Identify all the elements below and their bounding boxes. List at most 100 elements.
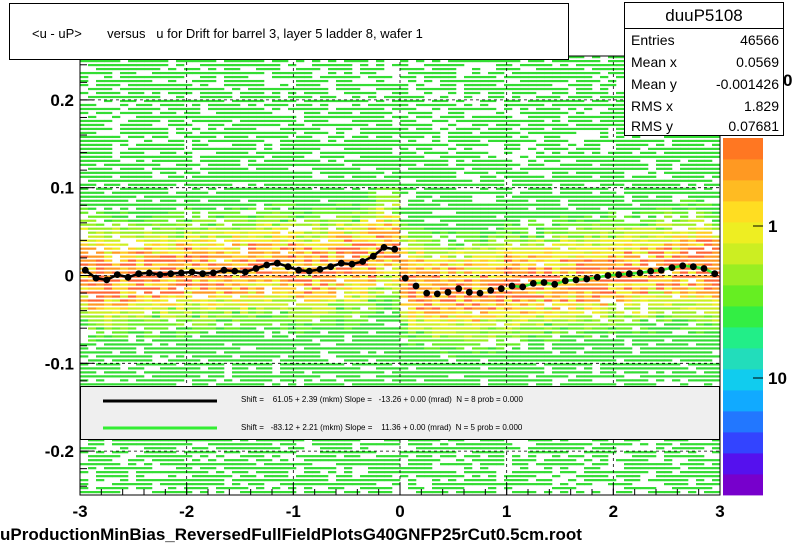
histogram-cell: [232, 179, 241, 182]
histogram-cell: [344, 215, 353, 218]
histogram-cell: [216, 331, 225, 334]
histogram-cell: [136, 375, 145, 378]
histogram-cell: [248, 295, 257, 298]
histogram-cell: [304, 279, 313, 282]
histogram-cell: [512, 91, 521, 95]
histogram-cell: [136, 471, 145, 474]
histogram-cell: [184, 339, 193, 342]
histogram-cell: [248, 363, 257, 366]
histogram-cell: [416, 83, 425, 87]
histogram-cell: [168, 67, 177, 71]
histogram-cell: [88, 447, 97, 450]
histogram-cell: [368, 115, 377, 119]
histogram-cell: [392, 211, 401, 214]
histogram-cell: [336, 299, 345, 302]
histogram-cell: [464, 191, 473, 194]
histogram-cell: [208, 259, 217, 262]
histogram-cell: [288, 463, 297, 466]
histogram-cell: [168, 455, 177, 458]
histogram-cell: [256, 119, 265, 123]
histogram-cell: [176, 99, 185, 103]
histogram-cell: [208, 219, 217, 222]
histogram-cell: [304, 351, 313, 354]
histogram-cell: [152, 183, 161, 186]
histogram-cell: [272, 351, 281, 354]
histogram-cell: [232, 319, 241, 322]
histogram-cell: [344, 199, 353, 202]
histogram-cell: [112, 59, 121, 63]
histogram-cell: [424, 131, 433, 135]
histogram-cell: [488, 191, 497, 194]
histogram-cell: [320, 143, 329, 146]
histogram-cell: [264, 151, 273, 154]
histogram-cell: [232, 451, 241, 454]
histogram-cell: [440, 475, 449, 478]
histogram-cell: [184, 367, 193, 370]
histogram-cell: [192, 215, 201, 218]
histogram-cell: [328, 187, 337, 190]
histogram-cell: [256, 139, 265, 143]
histogram-cell: [360, 327, 369, 330]
histogram-cell: [368, 383, 377, 386]
histogram-cell: [248, 467, 257, 470]
histogram-cell: [464, 319, 473, 322]
histogram-cell: [168, 235, 177, 238]
histogram-cell: [368, 91, 377, 95]
histogram-cell: [416, 283, 425, 286]
histogram-cell: [296, 139, 305, 143]
histogram-cell: [144, 303, 153, 306]
histogram-cell: [88, 115, 97, 119]
histogram-cell: [504, 487, 513, 490]
histogram-cell: [104, 79, 113, 83]
histogram-cell: [272, 119, 281, 123]
histogram-cell: [512, 355, 521, 358]
histogram-cell: [152, 459, 161, 462]
histogram-cell: [504, 315, 513, 318]
histogram-cell: [240, 83, 249, 87]
histogram-cell: [128, 127, 137, 131]
histogram-cell: [496, 67, 505, 71]
histogram-cell: [224, 119, 233, 123]
histogram-cell: [176, 443, 185, 446]
histogram-cell: [248, 111, 257, 115]
histogram-cell: [168, 171, 177, 174]
histogram-cell: [456, 367, 465, 370]
histogram-cell: [136, 355, 145, 358]
histogram-cell: [96, 203, 105, 206]
histogram-cell: [152, 67, 161, 71]
histogram-cell: [496, 291, 505, 294]
histogram-cell: [208, 235, 217, 238]
histogram-cell: [104, 75, 113, 79]
histogram-cell: [360, 159, 369, 162]
histogram-cell: [512, 327, 521, 330]
histogram-cell: [336, 287, 345, 290]
histogram-cell: [160, 171, 169, 174]
histogram-cell: [168, 83, 177, 87]
histogram-cell: [480, 315, 489, 318]
histogram-cell: [312, 219, 321, 222]
histogram-cell: [368, 327, 377, 330]
histogram-cell: [344, 67, 353, 71]
histogram-cell: [304, 211, 313, 214]
histogram-cell: [472, 455, 481, 458]
histogram-cell: [232, 195, 241, 198]
histogram-cell: [120, 307, 129, 310]
histogram-cell: [392, 351, 401, 354]
histogram-cell: [320, 255, 329, 258]
histogram-cell: [272, 175, 281, 178]
histogram-cell: [152, 311, 161, 314]
histogram-cell: [448, 451, 457, 454]
histogram-cell: [368, 127, 377, 131]
histogram-cell: [384, 231, 393, 234]
histogram-cell: [432, 71, 441, 75]
histogram-cell: [240, 311, 249, 314]
histogram-cell: [328, 67, 337, 71]
histogram-cell: [248, 139, 257, 143]
histogram-cell: [392, 103, 401, 107]
histogram-cell: [176, 371, 185, 374]
histogram-cell: [112, 463, 121, 466]
histogram-cell: [208, 103, 217, 107]
histogram-cell: [512, 219, 521, 222]
histogram-cell: [216, 107, 225, 111]
histogram-cell: [208, 79, 217, 83]
